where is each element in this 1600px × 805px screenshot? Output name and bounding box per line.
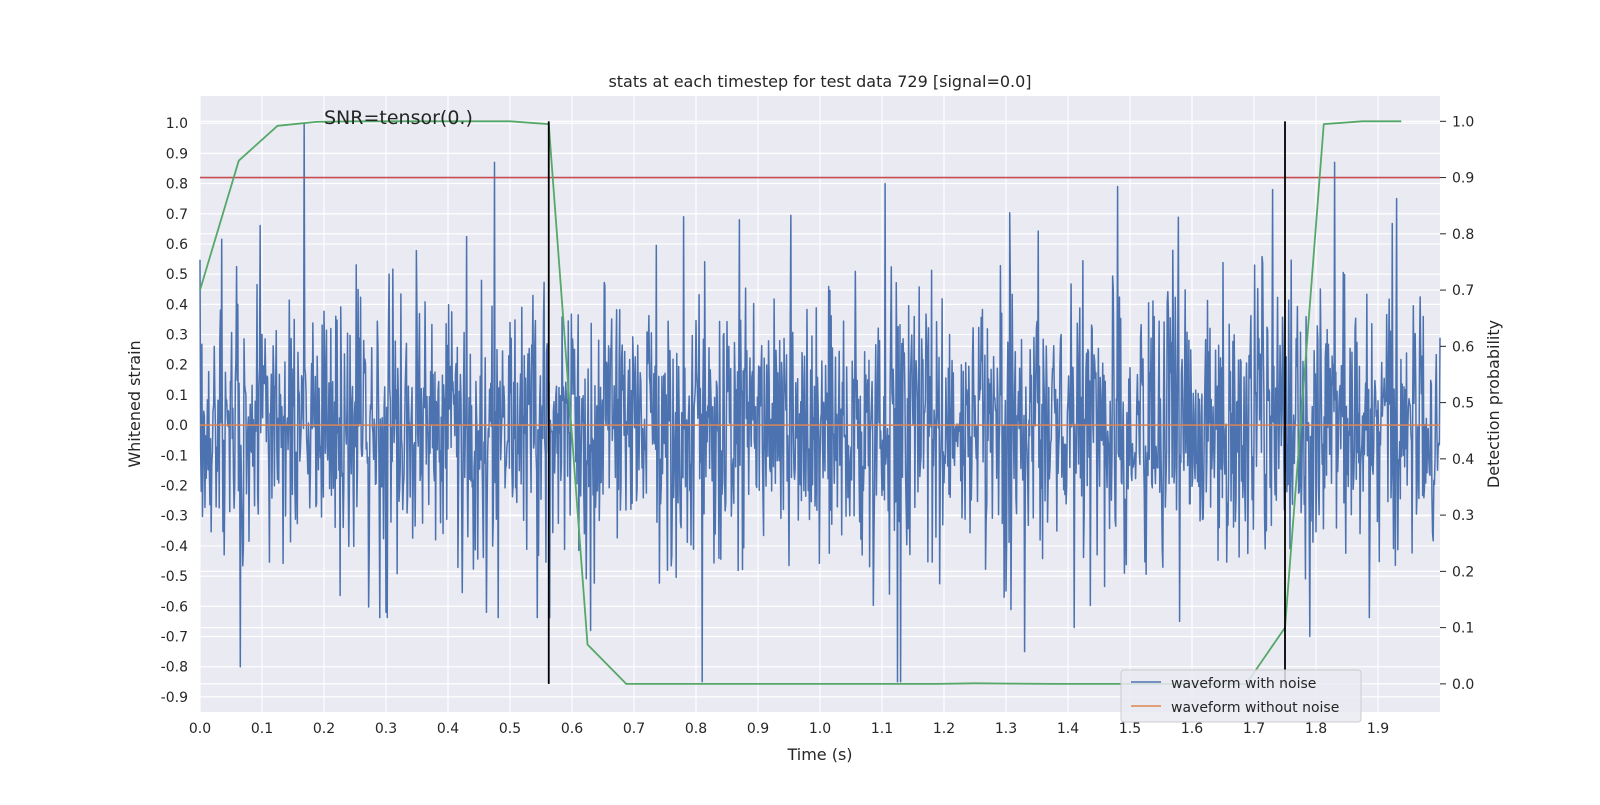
- y-tick-label: -0.8: [161, 660, 188, 676]
- y-right-tick-label: 0.6: [1452, 339, 1474, 355]
- legend-label-clean: waveform without noise: [1171, 700, 1339, 716]
- y-tick-label: 1.0: [166, 116, 188, 132]
- x-tick-label: 0.9: [747, 721, 769, 737]
- y-axis-title-right: Detection probability: [1484, 320, 1503, 488]
- x-tick-label: 0.0: [189, 721, 211, 737]
- chart-title: stats at each timestep for test data 729…: [608, 72, 1031, 91]
- y-tick-label: -0.2: [161, 479, 188, 495]
- x-tick-label: 1.1: [871, 721, 893, 737]
- y-tick-label: 0.3: [166, 328, 188, 344]
- y-tick-label: -0.6: [161, 599, 188, 615]
- y-tick-label: 0.6: [166, 237, 188, 253]
- y-right-tick-label: 0.5: [1452, 396, 1474, 412]
- x-tick-label: 0.6: [561, 721, 583, 737]
- x-tick-label: 1.8: [1305, 721, 1327, 737]
- x-tick-label: 0.1: [251, 721, 273, 737]
- y-tick-label: -0.3: [161, 509, 188, 525]
- y-tick-label: 0.0: [166, 418, 188, 434]
- y-tick-label: 0.8: [166, 177, 188, 193]
- y-right-tick-label: 1.0: [1452, 114, 1474, 130]
- y-tick-label: 0.9: [166, 146, 188, 162]
- y-tick-label: -0.4: [161, 539, 188, 555]
- y-tick-label: 0.7: [166, 207, 188, 223]
- series-layer: [199, 120, 1441, 685]
- x-tick-label: 0.8: [685, 721, 707, 737]
- x-tick-label: 1.6: [1181, 721, 1203, 737]
- y-tick-label: -0.5: [161, 569, 188, 585]
- y-tick-label: 0.2: [166, 358, 188, 374]
- y-right-tick-label: 0.8: [1452, 227, 1474, 243]
- x-tick-label: 1.7: [1243, 721, 1265, 737]
- x-tick-label: 0.2: [313, 721, 335, 737]
- y-axis-title: Whitened strain: [125, 340, 144, 467]
- x-tick-label: 1.3: [995, 721, 1017, 737]
- series-waveform-with-noise: [199, 122, 1441, 683]
- y-right-tick-label: 0.9: [1452, 171, 1474, 187]
- tick-layer: 0.0 0.1 0.2 0.3 0.4 0.5 0.6 0.7 0.8 0.9 1.0 1.1 1.2 1…: [161, 114, 1475, 737]
- y-tick-label: -0.9: [161, 690, 188, 706]
- x-tick-label: 0.7: [623, 721, 645, 737]
- x-tick-label: 0.4: [437, 721, 459, 737]
- x-tick-label: 1.5: [1119, 721, 1141, 737]
- y-right-tick-label: 0.3: [1452, 508, 1474, 524]
- x-tick-label: 0.3: [375, 721, 397, 737]
- snr-annotation: SNR=tensor(0.): [324, 107, 473, 129]
- y-right-tick-label: 0.7: [1452, 283, 1474, 299]
- y-right-tick-label: 0.1: [1452, 621, 1474, 637]
- legend-box: [1120, 669, 1362, 723]
- legend-label-noise: waveform with noise: [1171, 676, 1316, 692]
- x-tick-label: 1.2: [933, 721, 955, 737]
- y-right-tick-label: 0.4: [1452, 452, 1474, 468]
- x-tick-label: 1.9: [1367, 721, 1389, 737]
- y-tick-label: -0.7: [161, 630, 188, 646]
- y-tick-label: 0.1: [166, 388, 188, 404]
- legend: waveform with noise waveform without noi…: [1120, 669, 1362, 723]
- x-tick-label: 0.5: [499, 721, 521, 737]
- x-tick-label: 1.4: [1057, 721, 1079, 737]
- y-right-tick-label: 0.2: [1452, 564, 1474, 580]
- y-tick-label: -0.1: [161, 448, 188, 464]
- y-tick-label: 0.4: [166, 297, 188, 313]
- x-tick-label: 1.0: [809, 721, 831, 737]
- x-axis-title: Time (s): [786, 745, 852, 764]
- y-right-tick-label: 0.0: [1452, 677, 1474, 693]
- y-tick-label: 0.5: [166, 267, 188, 283]
